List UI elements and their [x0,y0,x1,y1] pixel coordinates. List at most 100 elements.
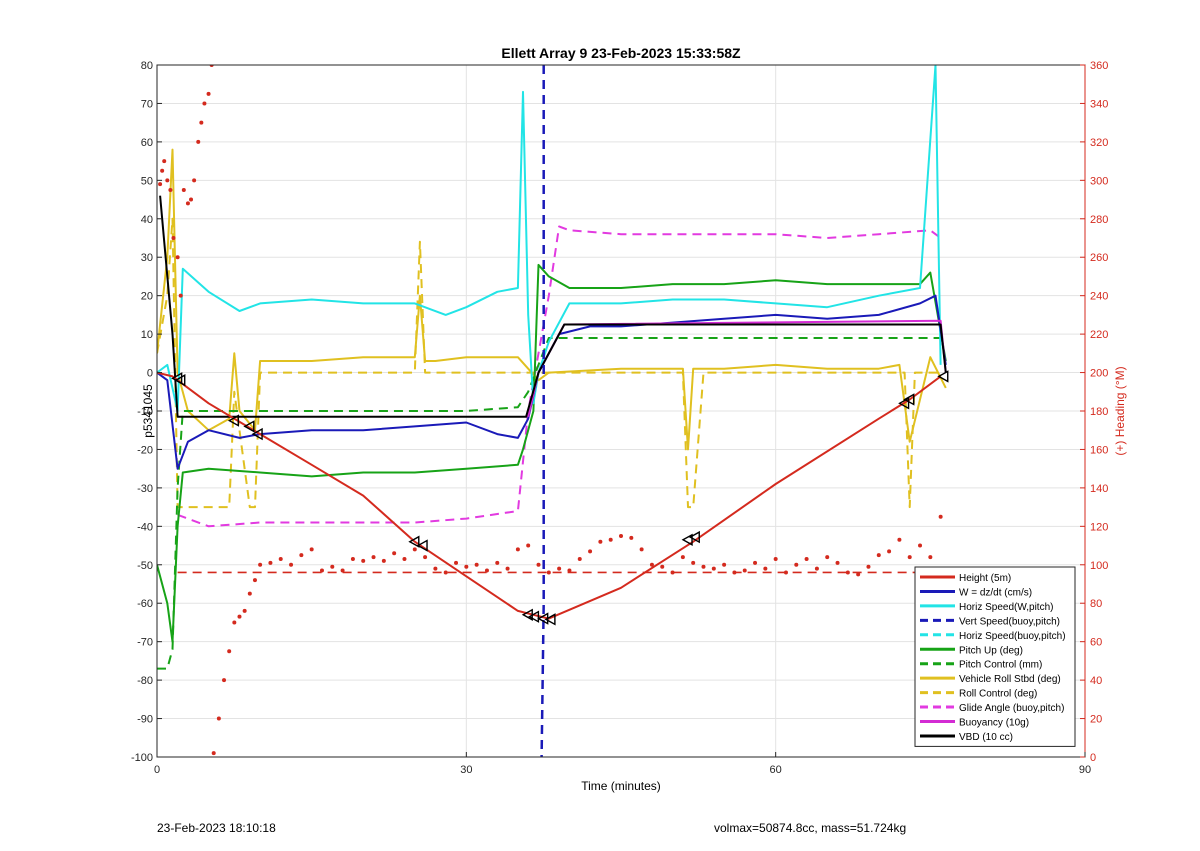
height-marker [903,393,915,406]
heading-point [794,562,799,567]
heading-point [402,557,407,562]
heading-point [887,549,892,554]
y-tick-label: 80 [141,60,153,72]
heading-point [567,568,572,573]
legend-entry: Vehicle Roll Stbd (deg) [959,674,1061,685]
heading-point [907,555,912,560]
heading-point [268,560,273,565]
heading-point [711,566,716,571]
heading-point [495,560,500,565]
heading-point [866,564,871,569]
heading-point [222,678,227,683]
heading-point [639,547,644,552]
heading-point [242,608,247,613]
y-tick-label: -60 [137,598,153,610]
series-line-0 [157,371,942,620]
heading-point [876,553,881,558]
legend-entry: Roll Control (deg) [959,689,1037,700]
heading-point [722,562,727,567]
heading-point [742,568,747,573]
heading-point [392,551,397,556]
x-tick-label: 0 [154,764,160,776]
heading-point [464,564,469,569]
heading-point [484,568,489,573]
heading-point [252,578,257,583]
heading-point [691,560,696,565]
heading-point [814,566,819,571]
heading-point [211,751,216,756]
heading-point [162,159,167,164]
heading-point [856,572,861,577]
legend-entry: Height (5m) [959,573,1011,584]
heading-point [629,535,634,540]
y2-tick-label: 260 [1090,252,1108,264]
heading-point [763,566,768,571]
series-line-2 [157,65,942,412]
y2-axis-label: (+) Heading (°M) [1113,366,1127,455]
series-line-1 [157,294,947,470]
heading-point [330,564,335,569]
y-axis-label: p5341045 [141,384,155,438]
y-tick-label: -80 [137,675,153,687]
heading-point [181,187,186,192]
y-tick-label: -30 [137,483,153,495]
height-marker [243,420,255,433]
y-tick-label: -20 [137,444,153,456]
y-tick-label: -90 [137,714,153,726]
legend-entry: Horiz Speed(W,pitch) [959,602,1053,613]
y-tick-label: 50 [141,175,153,187]
series-line-7 [157,148,947,451]
heading-point [732,570,737,575]
heading-point [350,557,355,562]
y2-tick-label: 0 [1090,752,1096,764]
heading-point [918,543,923,548]
y-tick-label: -40 [137,521,153,533]
height-marker [544,613,556,626]
heading-point [897,537,902,542]
heading-point [783,570,788,575]
x-tick-label: 90 [1079,764,1091,776]
y2-tick-label: 320 [1090,137,1108,149]
y2-tick-label: 120 [1090,521,1108,533]
y-tick-label: 60 [141,137,153,149]
heading-point [206,91,211,96]
heading-point [168,187,173,192]
heading-point [835,560,840,565]
y2-tick-label: 280 [1090,214,1108,226]
heading-point [515,547,520,552]
legend-entry: Horiz Speed(buoy,pitch) [959,631,1066,642]
heading-point [505,566,510,571]
heading-point [309,547,314,552]
height-marker [681,533,693,546]
series-line-8 [157,217,941,509]
height-marker [416,539,428,552]
series-layer [157,65,949,757]
heading-point [423,555,428,560]
y-tick-label: -100 [131,752,153,764]
heading-point [227,649,232,654]
height-marker [408,535,420,548]
heading-point [319,568,324,573]
y2-tick-label: 20 [1090,714,1102,726]
heading-point [526,543,531,548]
heading-point [175,255,180,260]
height-marker [898,397,910,410]
chart-title: Ellett Array 9 23-Feb-2023 15:33:58Z [501,45,741,61]
heading-point [171,236,176,240]
series-line-6 [157,337,941,670]
heading-point [160,168,165,173]
height-marker [688,530,700,544]
heading-point [660,564,665,569]
y2-tick-label: 240 [1090,291,1108,303]
heading-point [701,564,706,569]
heading-point [189,197,194,202]
heading-point [433,566,438,571]
height-marker [251,427,263,441]
heading-point [557,566,562,571]
heading-point [598,539,603,544]
y2-tick-label: 300 [1090,175,1108,187]
heading-point [443,570,448,575]
heading-point [608,537,613,542]
y-tick-label: 70 [141,98,153,110]
